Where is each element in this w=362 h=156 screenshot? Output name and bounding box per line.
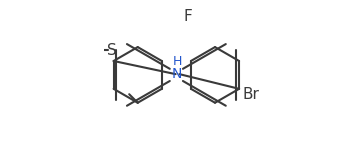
Text: F: F (184, 9, 192, 24)
Text: S: S (107, 43, 117, 58)
Text: H: H (172, 55, 182, 68)
Text: Br: Br (242, 87, 259, 102)
Text: N: N (172, 67, 182, 81)
